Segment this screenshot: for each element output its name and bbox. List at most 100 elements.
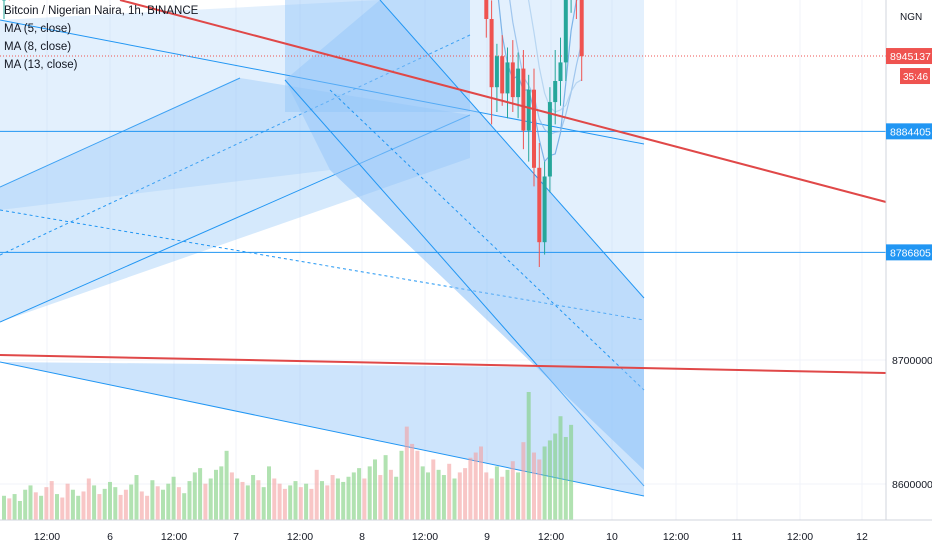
volume-bar — [29, 485, 33, 520]
volume-bar — [426, 472, 430, 520]
volume-bar — [44, 487, 48, 520]
volume-bar — [421, 466, 425, 520]
volume-bar — [209, 478, 213, 520]
time-tick-label: 9 — [484, 531, 490, 543]
volume-bar — [87, 478, 91, 520]
volume-bar — [431, 459, 435, 520]
time-tick-label: 8 — [359, 531, 365, 543]
volume-bar — [537, 459, 541, 520]
time-tick-label: 12:00 — [412, 531, 438, 543]
volume-bar — [124, 490, 128, 520]
volume-bar — [347, 477, 351, 520]
time-tick-label: 12:00 — [34, 531, 60, 543]
volume-bar — [188, 481, 192, 520]
volume-bar — [135, 475, 139, 520]
volume-bar — [299, 487, 303, 520]
volume-bar — [405, 427, 409, 520]
volume-bar — [2, 496, 6, 520]
volume-bar — [453, 478, 457, 520]
volume-bar — [278, 484, 282, 520]
volume-bar — [145, 496, 149, 520]
volume-bar — [225, 451, 229, 520]
volume-bar — [442, 475, 446, 520]
volume-bar — [394, 477, 398, 520]
time-tick-label: 10 — [606, 531, 618, 543]
chart-title[interactable]: Bitcoin / Nigerian Naira, 1h, BINANCE — [4, 2, 198, 20]
candle-body — [553, 81, 557, 102]
level-tag-label: 8786805 — [890, 247, 931, 259]
time-tick-label: 12 — [856, 531, 868, 543]
volume-bar — [315, 470, 319, 520]
volume-bar — [511, 461, 515, 520]
volume-bar — [325, 485, 329, 520]
level-tag-label: 8884405 — [890, 126, 931, 138]
time-tick-label: 12:00 — [538, 531, 564, 543]
volume-bar — [60, 498, 64, 520]
candle-body — [580, 0, 584, 56]
volume-bar — [389, 470, 393, 520]
volume-bar — [230, 472, 234, 520]
candle-body — [516, 69, 520, 98]
volume-bar — [108, 482, 112, 520]
volume-bar — [219, 466, 223, 520]
legend-ma13[interactable]: MA (13, close) — [4, 56, 198, 74]
volume-bar — [182, 493, 186, 520]
volume-bar — [241, 482, 245, 520]
volume-bar — [309, 489, 313, 520]
candle-body — [490, 19, 494, 87]
legend-ma5[interactable]: MA (5, close) — [4, 20, 198, 38]
volume-bar — [336, 478, 340, 520]
volume-bar — [119, 495, 123, 520]
channel-drawings — [0, 0, 644, 496]
volume-bar — [193, 472, 197, 520]
legend-ma8[interactable]: MA (8, close) — [4, 38, 198, 56]
volume-bar — [373, 459, 377, 520]
volume-bar — [140, 491, 144, 520]
volume-bar — [543, 446, 547, 520]
candle-body — [511, 62, 515, 97]
time-tick-label: 12:00 — [287, 531, 313, 543]
volume-bar — [341, 482, 345, 520]
time-tick-label: 6 — [107, 531, 113, 543]
volume-bar — [166, 484, 170, 520]
candle-body — [484, 0, 488, 19]
volume-bar — [463, 468, 467, 520]
volume-bar — [479, 446, 483, 520]
volume-bar — [410, 444, 414, 520]
volume-bar — [246, 485, 250, 520]
candle-body — [521, 69, 525, 131]
candle-body — [532, 90, 536, 168]
volume-bar — [400, 451, 404, 520]
time-tick-label: 7 — [233, 531, 239, 543]
candle-body — [506, 62, 510, 93]
volume-bar — [532, 453, 536, 520]
candle-body — [543, 176, 547, 242]
volume-bar — [368, 466, 372, 520]
volume-bar — [447, 464, 451, 520]
volume-bar — [267, 466, 271, 520]
volume-bar — [82, 491, 86, 520]
time-tick-label: 12:00 — [663, 531, 689, 543]
volume-bar — [97, 494, 101, 520]
volume-bar — [484, 472, 488, 520]
volume-bar — [527, 392, 531, 520]
candle-body — [495, 56, 499, 87]
chart-legend: Bitcoin / Nigerian Naira, 1h, BINANCE MA… — [4, 2, 198, 74]
volume-bar — [23, 490, 27, 520]
volume-bar — [553, 434, 557, 520]
volume-bar — [113, 487, 117, 520]
time-tick-label: 12:00 — [161, 531, 187, 543]
volume-bar — [198, 468, 202, 520]
volume-bar — [71, 490, 75, 520]
candle-body — [559, 62, 563, 81]
volume-bar — [18, 501, 22, 520]
volume-bar — [500, 477, 504, 520]
candle-body — [564, 0, 568, 62]
volume-bar — [384, 455, 388, 520]
volume-bar — [357, 468, 361, 520]
volume-bar — [474, 453, 478, 520]
volume-bar — [458, 472, 462, 520]
volume-bar — [378, 475, 382, 520]
